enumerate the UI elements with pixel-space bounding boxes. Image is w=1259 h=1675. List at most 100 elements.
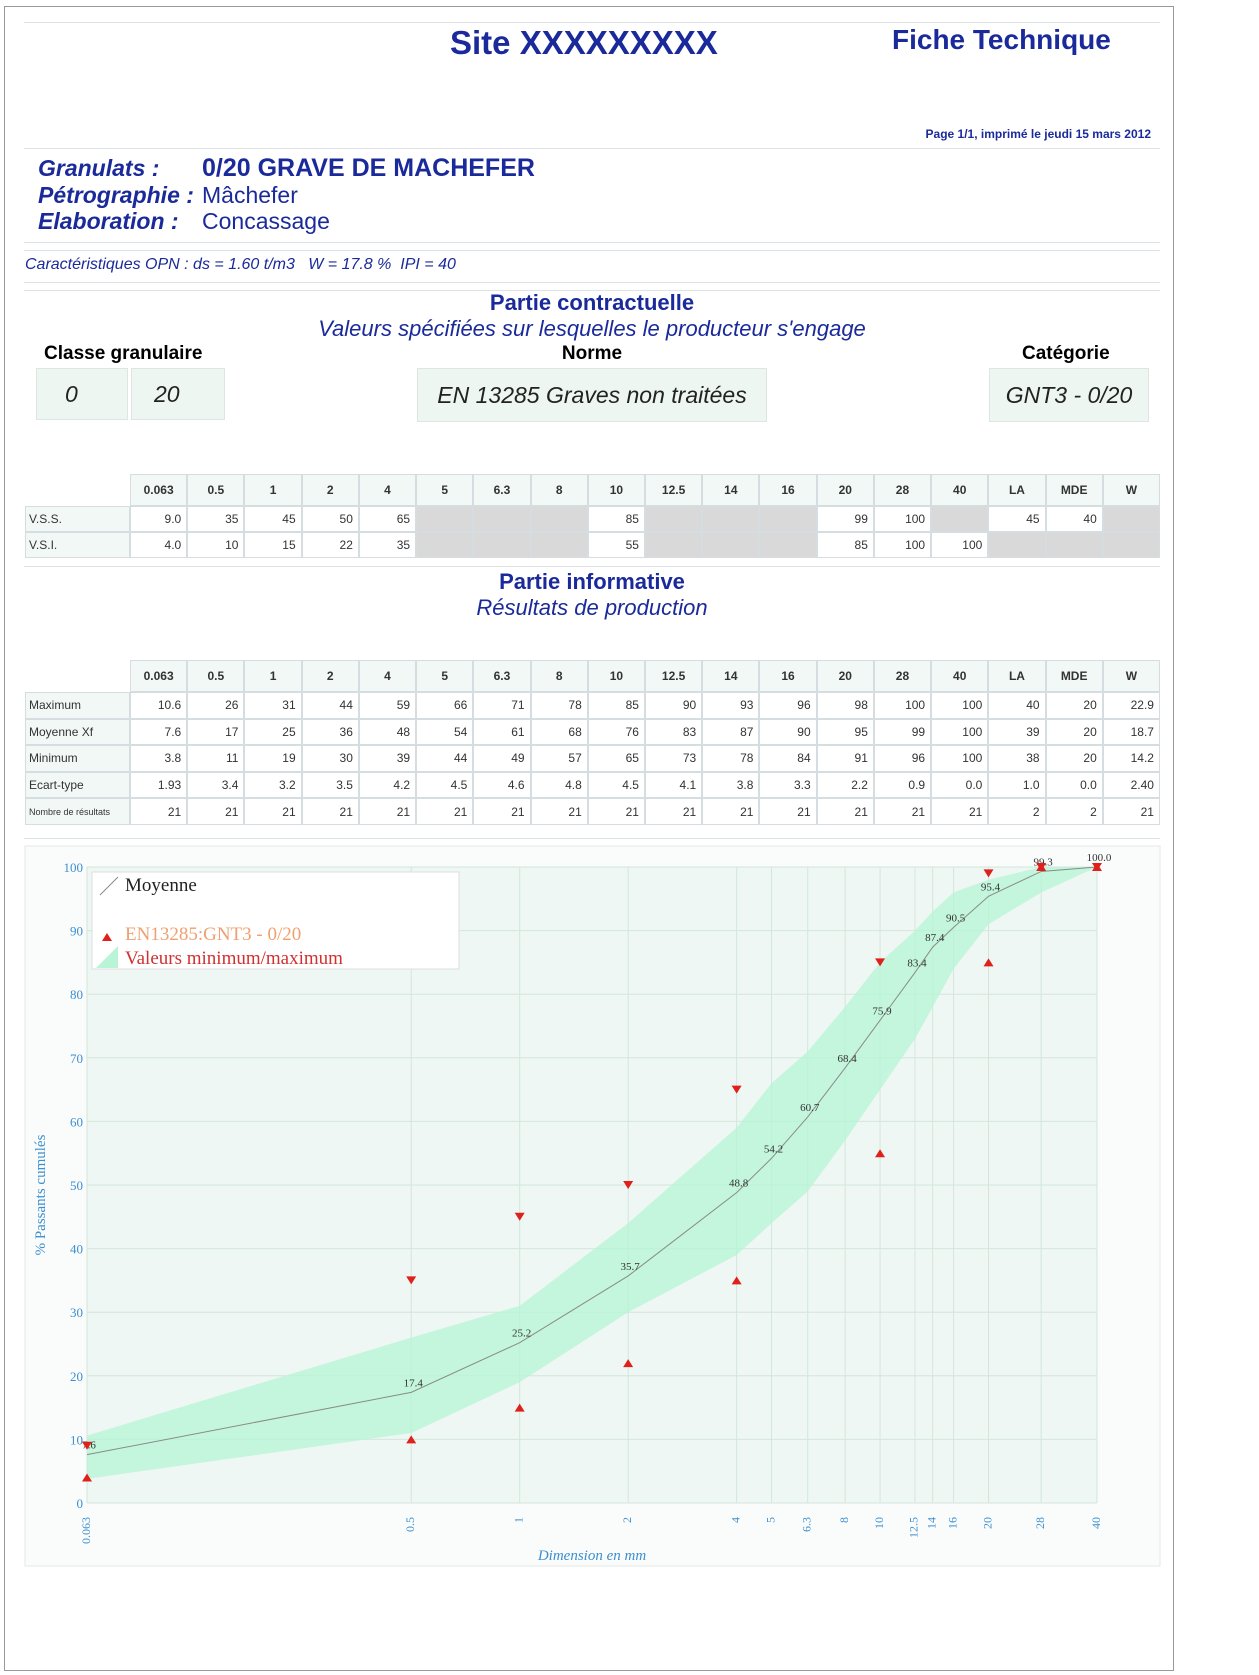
cell: 61	[473, 718, 531, 746]
data-label: 90.5	[946, 912, 966, 924]
spec-min	[1036, 863, 1047, 871]
cell: 39	[358, 745, 417, 772]
row-label: Minimum	[25, 745, 130, 772]
cell: 40	[1045, 506, 1103, 532]
row-label: Moyenne Xf	[25, 718, 130, 746]
cell: 21	[702, 798, 760, 825]
column-header: 16	[759, 660, 817, 692]
x-tick-label: 4	[728, 1517, 742, 1523]
x-tick-label: 16	[945, 1517, 959, 1529]
row-label: V.S.I.	[25, 532, 130, 558]
cell: 71	[473, 692, 531, 719]
printed: Page 1/1, imprimé le jeudi 15 mars 2012	[925, 127, 1151, 141]
cell	[416, 532, 474, 558]
label: Granulats :	[38, 155, 160, 181]
spec-min	[82, 1473, 92, 1482]
legend-entry: EN13285:GNT3 - 0/20	[125, 924, 301, 945]
cell: 93	[702, 692, 760, 719]
cell: 21	[530, 798, 588, 825]
y-tick-label: 50	[70, 1178, 83, 1193]
doc-title: Fiche Technique	[892, 24, 1111, 55]
cell: 9.0	[130, 506, 188, 532]
label: Catégorie	[1022, 343, 1110, 364]
column-header: 16	[759, 474, 817, 506]
x-tick-label: 6.3	[799, 1517, 813, 1532]
legend-swatch	[99, 876, 119, 896]
column-header: 10	[587, 660, 645, 692]
cell: 21	[645, 798, 703, 825]
cell	[645, 506, 703, 532]
cell	[759, 532, 817, 558]
column-header: 6.3	[473, 474, 531, 506]
spec-min	[406, 1435, 417, 1444]
column-header: 1	[244, 474, 302, 506]
cell: 78	[702, 745, 760, 772]
x-tick-label: 0.063	[79, 1517, 93, 1544]
cell: 83	[645, 718, 703, 746]
cell: 7.6	[130, 718, 188, 746]
opn: Caractéristiques OPN : ds = 1.60 t/m3 W …	[25, 256, 456, 273]
value: Mâchefer	[202, 182, 298, 208]
column-header: 0.5	[187, 474, 245, 506]
cell: 98	[816, 692, 874, 719]
y-tick-label: 100	[64, 860, 84, 875]
cell: 30	[301, 745, 359, 772]
data-label: 68.4	[837, 1053, 857, 1065]
cell: 2	[1045, 798, 1103, 825]
cell: 48	[358, 718, 417, 746]
cell: 0.0	[931, 771, 989, 799]
cell	[530, 506, 588, 532]
cell: 4.8	[530, 771, 588, 799]
cell: 4.5	[587, 771, 645, 799]
data-label: 100.0	[1087, 852, 1112, 864]
column-header: 14	[702, 660, 760, 692]
data-label: 60.7	[800, 1102, 820, 1114]
rule	[24, 22, 1160, 23]
cell: 100	[873, 506, 932, 532]
cell: 21	[931, 798, 989, 825]
cell: 1.93	[130, 771, 188, 799]
column-header: 28	[873, 660, 932, 692]
cell: 3.8	[130, 745, 188, 772]
cell: 21	[473, 798, 531, 825]
section-title: Partie informative	[499, 569, 685, 594]
y-tick-label: 60	[70, 1114, 83, 1129]
cell: 35	[358, 532, 417, 558]
label: Elaboration :	[38, 208, 179, 234]
cell	[988, 532, 1046, 558]
cell: 100	[931, 718, 989, 746]
column-header: 12.5	[645, 660, 703, 692]
min-max-band	[87, 867, 1097, 1479]
cell: 4.6	[473, 771, 531, 799]
rule	[24, 242, 1160, 243]
cell: 38	[988, 745, 1046, 772]
column-header: W	[1102, 660, 1160, 692]
x-tick-label: 20	[980, 1517, 994, 1529]
spec-min	[983, 958, 994, 967]
cell: 90	[759, 718, 817, 746]
label: Classe granulaire	[44, 343, 203, 364]
column-header: 2	[301, 660, 359, 692]
page-frame	[4, 6, 1174, 1671]
cell: 54	[416, 718, 474, 746]
legend-box	[91, 871, 460, 970]
cell	[702, 532, 760, 558]
cell: 85	[587, 692, 645, 719]
cell: 21	[416, 798, 474, 825]
cell: 20	[1045, 692, 1103, 719]
section-subtitle: Valeurs spécifiées sur lesquelles le pro…	[318, 316, 866, 341]
column-header: 4	[358, 474, 417, 506]
cell	[530, 532, 588, 558]
spec-max	[406, 1276, 417, 1285]
cell: 99	[816, 506, 874, 532]
class-min: 0	[36, 368, 128, 420]
rule	[24, 838, 1160, 839]
column-header: 20	[816, 474, 874, 506]
cell: 14.2	[1102, 745, 1160, 772]
spec-max	[731, 1085, 742, 1094]
rule	[24, 250, 1160, 251]
cell: 100	[873, 532, 932, 558]
cell: 59	[358, 692, 417, 719]
cell: 21	[301, 798, 359, 825]
